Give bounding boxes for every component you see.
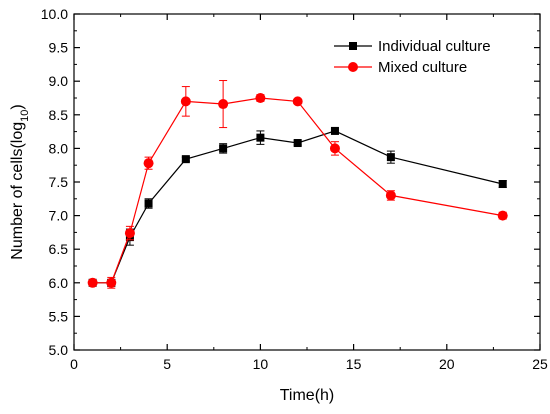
x-tick-label: 15	[346, 356, 362, 372]
data-point	[144, 199, 153, 208]
y-axis-title-suffix: )	[9, 104, 26, 109]
data-point	[180, 96, 191, 107]
data-point	[386, 153, 395, 162]
data-point	[181, 155, 190, 164]
y-tick-label: 10.0	[41, 6, 68, 22]
x-tick-label: 20	[439, 356, 455, 372]
legend-label-mixed: Mixed culture	[378, 59, 467, 76]
data-point	[218, 99, 229, 110]
y-tick-label: 9.5	[49, 40, 69, 56]
data-point	[330, 126, 339, 135]
data-point	[124, 228, 135, 239]
series-mixed-culture	[87, 80, 508, 289]
data-point	[329, 143, 340, 154]
y-axis-title: Number of cells(log10)	[9, 104, 31, 259]
y-tick-label: 9.0	[49, 73, 69, 89]
y-tick-label: 5.5	[49, 308, 69, 324]
data-point	[292, 96, 303, 107]
x-tick-label: 0	[70, 356, 78, 372]
data-point	[255, 93, 266, 103]
y-axis-title-subscript: 10	[19, 110, 31, 122]
y-tick-label: 7.0	[49, 208, 69, 224]
data-point	[219, 144, 228, 153]
x-tick-label: 5	[163, 356, 171, 372]
legend-label-individual: Individual culture	[378, 38, 491, 55]
legend-marker-individual	[349, 42, 357, 50]
data-point	[293, 139, 302, 148]
data-point	[385, 190, 396, 201]
axes: 0 5 10 15 20 25 5.0 5.5 6.0 6.5 7.0 7.5 8.0 8.5 9.0 9.5…	[41, 6, 548, 372]
y-tick-label: 8.5	[49, 107, 69, 123]
data-point	[87, 277, 98, 288]
series-layer	[87, 80, 508, 289]
legend: Individual culture Mixed culture	[334, 38, 491, 76]
legend-marker-mixed	[348, 62, 358, 72]
y-tick-label: 7.5	[49, 174, 69, 190]
data-point	[256, 133, 265, 142]
y-tick-label: 6.0	[49, 275, 69, 291]
x-tick-label: 10	[253, 356, 269, 372]
y-axis-title-prefix: Number of cells(log	[9, 122, 26, 260]
series-line	[92, 97, 503, 284]
data-point	[497, 210, 508, 221]
data-point	[498, 180, 507, 189]
x-axis-title: Time(h)	[280, 387, 335, 404]
series-individual-culture	[88, 126, 507, 287]
data-point	[106, 277, 117, 288]
y-tick-label: 8.0	[49, 140, 69, 156]
data-point	[143, 158, 154, 169]
y-tick-label: 6.5	[49, 241, 69, 257]
y-tick-label: 5.0	[49, 342, 69, 358]
x-tick-label: 25	[532, 356, 548, 372]
